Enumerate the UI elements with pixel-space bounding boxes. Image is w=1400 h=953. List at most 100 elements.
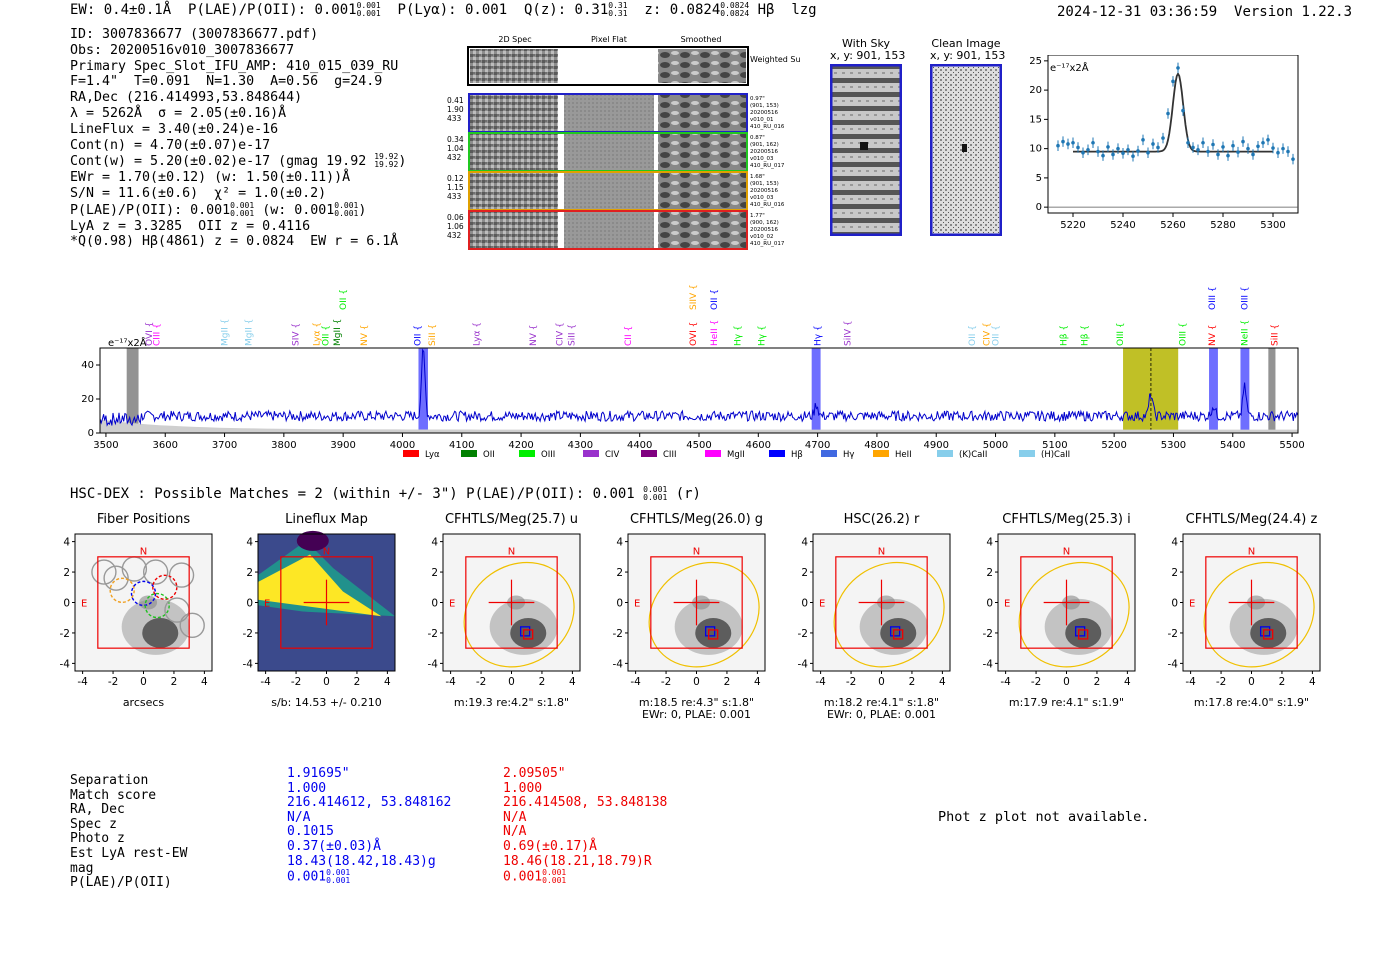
match-box-red	[1263, 629, 1274, 640]
panel-ytick-label: -2	[983, 628, 993, 640]
cutout-smooth	[658, 172, 746, 210]
panel-xtick-label: 0	[878, 676, 885, 688]
fit-data-point	[1076, 145, 1080, 150]
panel-title: HSC(26.2) r	[843, 512, 920, 527]
cutout-row-left-label: 0.12	[447, 174, 464, 183]
panel-caption: s/b: 14.53 +/- 0.210	[271, 696, 382, 709]
fit-data-point	[1216, 152, 1220, 157]
legend-swatch	[769, 450, 785, 457]
cutout-2d	[470, 172, 558, 210]
fit-data-point	[1156, 145, 1160, 150]
fit-ytick-label: 5	[1036, 173, 1042, 184]
galaxy-core	[880, 617, 917, 648]
panel-title: CFHTLS/Meg(25.7) u	[444, 512, 579, 527]
legend-swatch	[937, 450, 953, 457]
spectrum-ytick-label: 40	[81, 360, 94, 371]
info-lineflux: LineFlux = 3.40(±0.24)e-16	[70, 121, 279, 137]
panel-ytick-label: 2	[1171, 567, 1178, 579]
match-row-label: RA, Dec	[70, 802, 125, 818]
fit-data-point	[1226, 153, 1230, 158]
fit-data-point	[1266, 138, 1270, 142]
panel-xtick-label: -2	[1216, 676, 1226, 688]
north-marker: N	[140, 546, 147, 557]
panel-xtick-label: -4	[77, 676, 88, 688]
spectrum-ytick-label: 20	[81, 394, 94, 405]
match-value: N/A	[503, 809, 527, 825]
clean-title: Clean Image x, y: 901, 153	[930, 37, 1006, 62]
legend-swatch	[873, 450, 889, 457]
galaxy-core	[142, 617, 179, 648]
north-marker: N	[1063, 546, 1070, 557]
panel-ytick-label: 0	[801, 598, 808, 610]
legend-label: CIV	[605, 450, 619, 460]
panel-xtick-label: 2	[1279, 676, 1286, 688]
spectrum-xtick-label: 4900	[924, 440, 949, 451]
spectrum-ylabel: e⁻¹⁷x2Å	[108, 336, 147, 349]
panel-ytick-label: 0	[986, 598, 993, 610]
match-value: N/A	[503, 824, 527, 840]
panel-caption: m:18.5 re:4.3" s:1.8" EWr: 0, PLAE: 0.001	[638, 696, 755, 721]
info-lambda: λ = 5262Å σ = 2.05(±0.16)Å	[70, 105, 287, 121]
spectrum-xtick-label: 5400	[1220, 440, 1245, 451]
north-marker: N	[508, 546, 515, 557]
panel-xtick-label: 0	[323, 676, 330, 688]
emission-line-label: SIIV {	[689, 284, 699, 310]
header-qz-bounds: 0.31 0.31	[608, 1, 628, 18]
spectrum-line	[99, 348, 1299, 427]
lineflux-peak	[258, 554, 382, 617]
match-row-label: P(LAE)/P(OII)	[70, 875, 172, 891]
summary-header: EW: 0.4±0.1Å P(LAE)/P(OII): 0.001 0.001 0.…	[70, 1, 817, 19]
panel-xtick-label: -4	[445, 676, 456, 688]
fit-data-point	[1071, 140, 1075, 145]
panel-ytick-label: 4	[246, 537, 253, 549]
legend-swatch	[583, 450, 599, 457]
panel-xtick-label: 4	[754, 676, 761, 688]
emission-line-label: NV {	[1208, 325, 1218, 346]
imaging-panel: N E -4 -4 -2 -2 0 0 2 2 4 4	[60, 533, 213, 688]
match-value: 2.09505"	[503, 766, 566, 781]
emission-line-label: Lyα {	[473, 322, 483, 346]
fit-data-point	[1081, 150, 1085, 155]
search-box	[650, 556, 743, 649]
fit-data-point	[1101, 153, 1105, 158]
header-plae-bounds: 0.001 0.001	[356, 1, 381, 18]
fit-ytick-label: 25	[1030, 56, 1042, 67]
match-box-red	[893, 629, 904, 640]
cutout-row-right-label: 20200516	[750, 110, 778, 116]
panel-xtick-label: 0	[1248, 676, 1255, 688]
spectrum-xtick-label: 4800	[864, 440, 889, 451]
spectrum-xtick-label: 3700	[212, 440, 237, 451]
match-value: 1.000	[503, 780, 543, 796]
fit-data-point	[1211, 142, 1215, 147]
fiber-circle	[168, 562, 195, 588]
east-marker: E	[634, 599, 640, 610]
match-labels: Separation Match score RA, Dec Spec z Photo …	[70, 773, 188, 891]
galaxy-core	[510, 617, 547, 648]
emission-line-label: OIII {	[1208, 286, 1218, 310]
header-z: z: 0.0824	[644, 2, 721, 18]
spectrum-highlight-band	[126, 348, 139, 433]
match-value: N/A	[287, 809, 311, 825]
clean-image	[930, 64, 1002, 236]
search-box	[97, 556, 190, 649]
galaxy-knot	[139, 595, 158, 610]
match-value: 18.43(18.42,18.43)g	[287, 853, 436, 869]
fit-data-point	[1136, 149, 1140, 153]
match-row-label: Est LyA rest-EW	[70, 845, 188, 861]
cutout-row-left-label: 0.06	[447, 213, 464, 222]
panel-xtick-label: 2	[539, 676, 546, 688]
fit-data-point	[1256, 144, 1260, 149]
spectrum-xtick-label: 5500	[1279, 440, 1304, 451]
info-ewr: EWr = 1.70(±0.12) (w: 1.50(±0.11))Å	[70, 170, 351, 186]
match-box-red	[1078, 629, 1089, 640]
match-box-red	[523, 629, 534, 640]
panel-ytick-label: -4	[243, 658, 254, 670]
fit-data-point	[1126, 148, 1130, 152]
fit-data-point	[1176, 66, 1180, 70]
cutout-row-right-label: v010_02	[750, 234, 774, 240]
cutout-flat	[564, 172, 654, 210]
legend-label: Hγ	[843, 450, 854, 460]
spectrum-xtick-label: 4000	[390, 440, 415, 451]
galaxy-core	[695, 617, 732, 648]
